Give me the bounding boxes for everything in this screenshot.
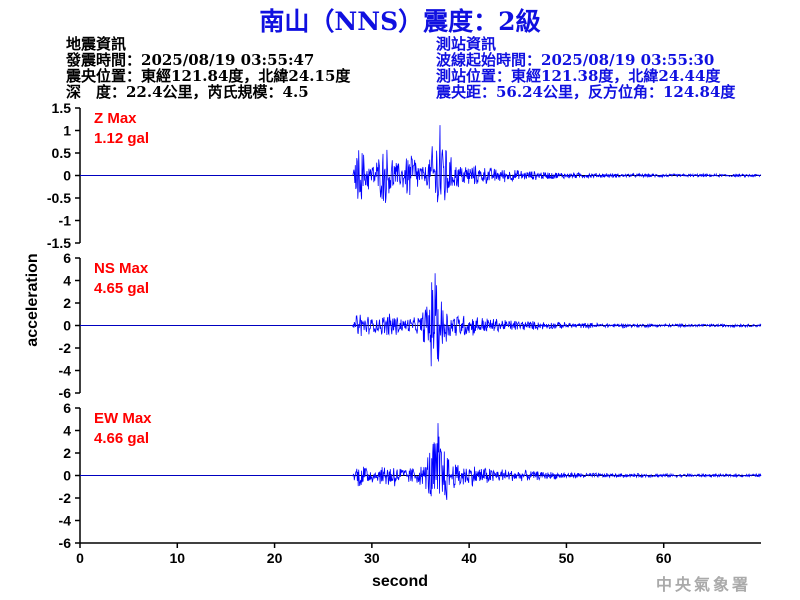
y-tick-label: 6 <box>63 400 71 416</box>
y-tick-label: -2 <box>59 340 72 356</box>
y-tick-label: -4 <box>59 363 72 379</box>
max-label-EW: EW Max <box>94 410 152 427</box>
y-tick-label: -1.5 <box>47 235 71 251</box>
max-value-NS: 4.65 gal <box>94 280 149 297</box>
y-tick-label: -0.5 <box>47 190 71 206</box>
station-info-heading: 測站資訊 <box>436 35 497 53</box>
waveform-EW <box>80 423 762 500</box>
y-tick-label: -1 <box>59 213 72 229</box>
chart-title: 南山（NNS）震度：2級 <box>259 7 541 36</box>
y-tick-label: 4 <box>63 423 71 439</box>
eq-info-heading: 地震資訊 <box>66 35 127 53</box>
y-tick-label: 0 <box>63 468 71 484</box>
y-tick-label: -4 <box>59 513 72 529</box>
max-value-Z: 1.12 gal <box>94 130 149 147</box>
y-tick-label: 6 <box>63 250 71 266</box>
y-tick-label: -6 <box>59 535 72 551</box>
depth-magnitude: 深 度：22.4公里，芮氏規模：4.5 <box>66 83 309 101</box>
epicenter: 震央位置：東經121.84度，北緯24.15度 <box>66 67 351 85</box>
y-axis-label: acceleration <box>24 253 41 346</box>
y-tick-label: 4 <box>63 273 71 289</box>
y-tick-label: 2 <box>63 445 71 461</box>
origin-time: 發震時間：2025/08/19 03:55:47 <box>66 51 315 69</box>
y-tick-label: 0 <box>63 318 71 334</box>
y-tick-label: 0.5 <box>52 145 72 161</box>
x-tick-label: 10 <box>169 550 185 566</box>
epicentral-distance: 震央距：56.24公里，反方位角：124.84度 <box>436 83 736 101</box>
y-tick-label: -2 <box>59 490 72 506</box>
earthquake-info: 地震資訊 發震時間：2025/08/19 03:55:47 震央位置：東經121… <box>66 36 350 100</box>
x-tick-label: 40 <box>461 550 477 566</box>
y-tick-label: -6 <box>59 385 72 401</box>
max-label-NS: NS Max <box>94 260 149 277</box>
waveform-Z <box>80 125 762 203</box>
max-label-Z: Z Max <box>94 110 137 127</box>
x-tick-label: 20 <box>267 550 283 566</box>
station-info: 測站資訊 波線起始時間：2025/08/19 03:55:30 測站位置：東經1… <box>436 36 735 100</box>
y-tick-label: 0 <box>63 168 71 184</box>
y-tick-label: 1 <box>63 123 71 139</box>
start-time: 波線起始時間：2025/08/19 03:55:30 <box>436 51 715 69</box>
x-tick-label: 30 <box>364 550 380 566</box>
x-axis-label: second <box>372 573 428 590</box>
cwa-logo: 中央氣象署 <box>656 575 752 594</box>
y-tick-label: 2 <box>63 295 71 311</box>
y-tick-label: 1.5 <box>52 100 72 116</box>
x-tick-label: 60 <box>656 550 672 566</box>
x-tick-label: 50 <box>559 550 575 566</box>
station-location: 測站位置：東經121.38度，北緯24.44度 <box>436 67 721 85</box>
max-value-EW: 4.66 gal <box>94 430 149 447</box>
x-tick-label: 0 <box>76 550 84 566</box>
waveform-NS <box>80 273 762 367</box>
